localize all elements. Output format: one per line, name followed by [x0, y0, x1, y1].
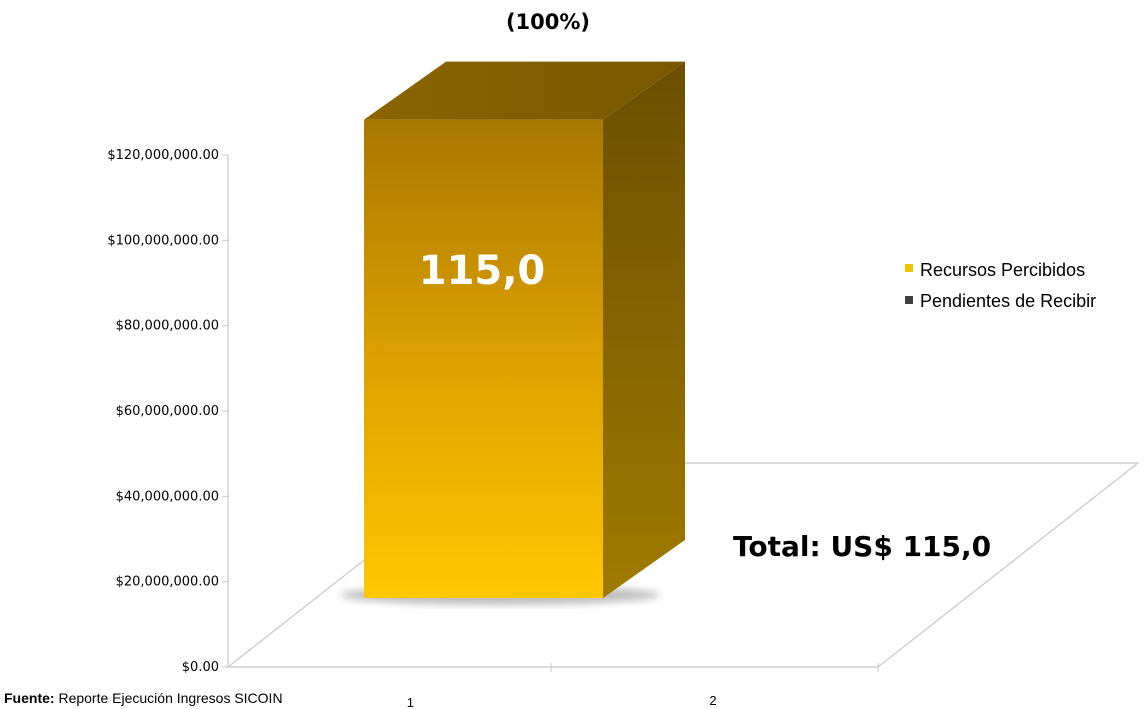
- x-tick-label-1: 1: [407, 695, 414, 709]
- y-tick-label: $60,000,000.00: [116, 404, 219, 419]
- bar-side-face: [603, 61, 685, 599]
- y-tick-label: $80,000,000.00: [116, 319, 219, 334]
- y-axis-ticks: $0.00 $20,000,000.00 $40,000,000.00 $60,000…: [107, 148, 228, 675]
- legend-label-recursos: Recursos Percibidos: [920, 260, 1085, 280]
- y-tick-label: $120,000,000.00: [107, 148, 219, 163]
- source-prefix: Fuente:: [4, 690, 55, 706]
- y-tick-label: $40,000,000.00: [116, 489, 219, 504]
- source-text: Reporte Ejecución Ingresos SICOIN: [54, 690, 283, 706]
- source-note: Fuente: Reporte Ejecución Ingresos SICOI…: [4, 690, 283, 706]
- bar-value-label: 115,0: [419, 248, 546, 294]
- y-tick-label: $20,000,000.00: [116, 575, 219, 590]
- total-annotation: Total: US$ 115,0: [733, 530, 991, 563]
- y-tick-label: $0.00: [182, 660, 219, 675]
- legend-swatch-recursos: [905, 264, 913, 272]
- bar-recursos-percibidos: [340, 61, 685, 605]
- bar-percent-label: (100%): [506, 10, 590, 34]
- x-tick-label-2: 2: [709, 693, 716, 708]
- legend: Recursos Percibidos Pendientes de Recibi…: [905, 260, 1096, 311]
- bar-top-face: [364, 61, 685, 120]
- legend-swatch-pendientes: [905, 296, 913, 304]
- legend-label-pendientes: Pendientes de Recibir: [920, 291, 1096, 311]
- y-tick-label: $100,000,000.00: [107, 233, 219, 248]
- bar-front-face: [364, 119, 603, 598]
